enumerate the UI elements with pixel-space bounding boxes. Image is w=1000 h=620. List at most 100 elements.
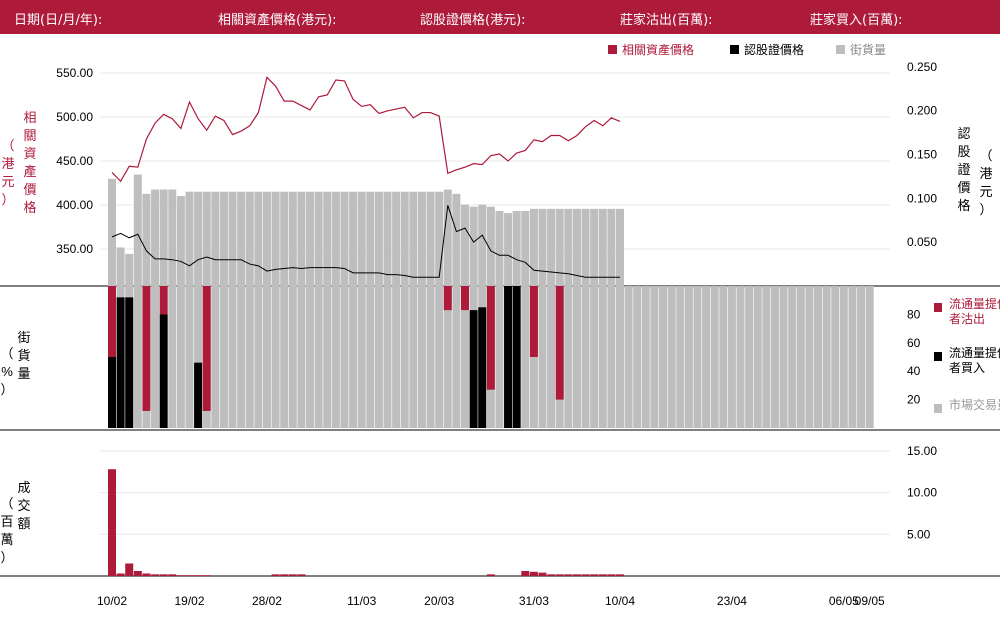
market-volume-bar [289, 286, 297, 428]
lp-sell-bar [203, 286, 211, 411]
market-volume-bar [805, 286, 813, 428]
x-axis-tick: 09/05 [855, 594, 885, 608]
market-volume-bar [539, 286, 547, 428]
outstanding-bar [418, 192, 426, 286]
turnover-bar [177, 575, 185, 576]
market-volume-bar [521, 286, 529, 428]
outstanding-bar [315, 192, 323, 286]
left-axis-unit: 港 [1, 156, 14, 171]
left-axis-tick: 450.00 [56, 154, 93, 168]
market-volume-bar [676, 286, 684, 428]
market-volume-bar [780, 286, 788, 428]
turnover-bar [616, 574, 624, 576]
market-volume-bar [272, 286, 280, 428]
right-axis-title: 股 [957, 144, 970, 159]
left-axis-tick: 350.00 [56, 242, 93, 256]
market-volume-bar [452, 286, 460, 428]
underlying-price-line [112, 77, 620, 181]
turnover-bar [564, 574, 572, 576]
market-volume-bar [745, 286, 753, 428]
outstanding-bar [323, 192, 331, 286]
market-volume-bar [418, 286, 426, 428]
market-volume-bar [625, 286, 633, 428]
market-volume-bar [323, 286, 331, 428]
outstanding-bar [142, 194, 150, 286]
outstanding-bar [134, 175, 142, 286]
outstanding-bar [495, 211, 503, 286]
right-axis-unit: 元 [979, 184, 992, 199]
outstanding-bar [366, 192, 374, 286]
market-volume-bar [642, 286, 650, 428]
market-volume-bar [375, 286, 383, 428]
outstanding-bar [530, 209, 538, 286]
outstanding-bar [616, 209, 624, 286]
lp-buy-bar [478, 307, 486, 428]
right-axis-unit: （ [979, 148, 992, 163]
market-volume-bar [590, 286, 598, 428]
turnover-bar [582, 574, 590, 576]
market-volume-bar [427, 286, 435, 428]
turnover-bar [117, 573, 125, 576]
market-volume-bar [151, 286, 159, 428]
turnover-bar [289, 574, 297, 576]
mid-axis-tick: 20 [907, 393, 921, 407]
left-axis-title: 價 [23, 182, 36, 197]
market-volume-bar [263, 286, 271, 428]
mid-legend-swatch [934, 352, 942, 361]
market-volume-bar [797, 286, 805, 428]
legend-swatch [836, 45, 845, 54]
bottom-axis-tick: 5.00 [907, 527, 931, 541]
market-volume-bar [246, 286, 254, 428]
turnover-bar [160, 574, 168, 576]
turnover-bar [185, 575, 193, 576]
market-volume-bar [409, 286, 417, 428]
outstanding-bar [375, 192, 383, 286]
lp-buy-bar [125, 297, 133, 428]
mid-axis-unit: （ [0, 346, 13, 361]
outstanding-bar [590, 209, 598, 286]
outstanding-bar [444, 190, 452, 286]
outstanding-bar [607, 209, 615, 286]
market-volume-bar [737, 286, 745, 428]
outstanding-bar [177, 196, 185, 286]
outstanding-bar [340, 192, 348, 286]
bottom-axis-title: 交 [17, 498, 30, 513]
outstanding-bar [478, 205, 486, 286]
market-volume-bar [340, 286, 348, 428]
outstanding-bar [358, 192, 366, 286]
outstanding-bar [384, 192, 392, 286]
outstanding-bar [427, 192, 435, 286]
turnover-bar [573, 574, 581, 576]
market-volume-bar [771, 286, 779, 428]
bottom-axis-title: 成 [17, 480, 30, 495]
x-axis-tick: 19/02 [174, 594, 204, 608]
outstanding-bar [237, 192, 245, 286]
turnover-bar [530, 572, 538, 576]
legend-label: 街貨量 [850, 42, 886, 57]
outstanding-bar [452, 194, 460, 286]
left-axis-unit: （ [1, 138, 14, 153]
mid-axis-title: 量 [17, 366, 30, 381]
lp-sell-bar [160, 286, 168, 314]
outstanding-bar [539, 209, 547, 286]
market-volume-bar [616, 286, 624, 428]
bottom-axis-unit: ） [0, 550, 13, 565]
lp-sell-bar [108, 286, 116, 357]
turnover-bar [125, 563, 133, 576]
outstanding-bar [229, 192, 237, 286]
legend-label: 認股證價格 [744, 42, 804, 57]
market-volume-bar [168, 286, 176, 428]
lp-buy-bar [504, 286, 512, 428]
lp-sell-bar [461, 286, 469, 310]
right-axis-tick: 0.050 [907, 235, 937, 249]
market-volume-bar [435, 286, 443, 428]
turnover-bar [599, 574, 607, 576]
outstanding-bar [332, 192, 340, 286]
right-axis-title: 格 [957, 198, 970, 213]
left-axis-tick: 400.00 [56, 198, 93, 212]
left-axis-title: 格 [23, 200, 36, 215]
mid-legend-swatch [934, 303, 942, 312]
mid-legend-label: 者買入 [949, 361, 985, 375]
outstanding-bar [203, 192, 211, 286]
mid-axis-unit: % [1, 364, 13, 379]
